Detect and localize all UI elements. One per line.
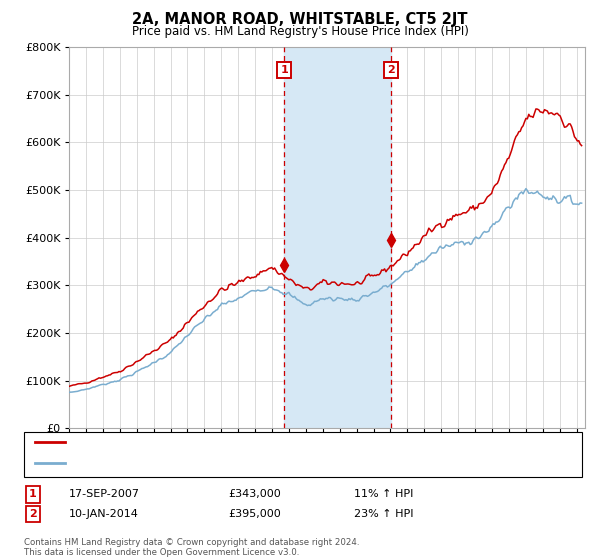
Text: Price paid vs. HM Land Registry's House Price Index (HPI): Price paid vs. HM Land Registry's House … <box>131 25 469 38</box>
Text: 2: 2 <box>387 65 395 75</box>
Text: 2: 2 <box>29 509 37 519</box>
Text: £395,000: £395,000 <box>228 509 281 519</box>
Text: 1: 1 <box>29 489 37 500</box>
Text: £343,000: £343,000 <box>228 489 281 500</box>
Text: Contains HM Land Registry data © Crown copyright and database right 2024.
This d: Contains HM Land Registry data © Crown c… <box>24 538 359 557</box>
Bar <box>284 47 391 428</box>
Text: 2A, MANOR ROAD, WHITSTABLE, CT5 2JT (detached house): 2A, MANOR ROAD, WHITSTABLE, CT5 2JT (det… <box>72 437 394 447</box>
Text: 2A, MANOR ROAD, WHITSTABLE, CT5 2JT: 2A, MANOR ROAD, WHITSTABLE, CT5 2JT <box>132 12 468 27</box>
Text: 17-SEP-2007: 17-SEP-2007 <box>69 489 140 500</box>
Text: HPI: Average price, detached house, Canterbury: HPI: Average price, detached house, Cant… <box>72 458 336 468</box>
Text: 11% ↑ HPI: 11% ↑ HPI <box>354 489 413 500</box>
Text: 10-JAN-2014: 10-JAN-2014 <box>69 509 139 519</box>
Text: 1: 1 <box>280 65 288 75</box>
Text: 23% ↑ HPI: 23% ↑ HPI <box>354 509 413 519</box>
